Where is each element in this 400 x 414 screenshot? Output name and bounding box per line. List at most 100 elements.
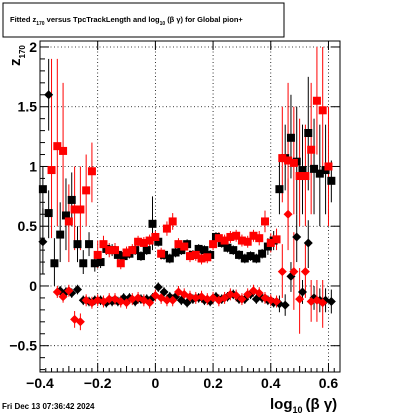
square-marker (162, 224, 171, 233)
square-marker (220, 236, 229, 245)
square-marker (145, 236, 154, 245)
diamond-marker (73, 285, 82, 295)
diamond-marker (231, 291, 241, 301)
diamond-marker (326, 296, 336, 306)
data-markers (38, 90, 336, 327)
square-marker (307, 145, 316, 154)
square-marker (99, 240, 108, 249)
square-marker (197, 254, 206, 263)
diamond-marker (168, 295, 178, 305)
square-marker (304, 129, 313, 138)
square-marker (243, 237, 252, 246)
diamond-marker (266, 295, 276, 305)
square-marker (134, 237, 143, 246)
diamond-marker (122, 298, 132, 308)
x-tick-labels: −0.4 −0.2 0 0.2 0.4 0.6 (26, 375, 338, 391)
square-marker (266, 238, 275, 247)
x-tick-label: 0 (151, 375, 159, 391)
square-marker (38, 185, 47, 194)
square-marker (122, 248, 131, 257)
square-marker (139, 238, 148, 247)
diamond-marker (283, 209, 293, 219)
square-marker (327, 176, 336, 185)
diamond-marker (292, 232, 302, 242)
x-tick-label: 0.2 (203, 375, 223, 391)
square-marker (186, 252, 194, 261)
diamond-marker (298, 287, 307, 297)
square-marker (79, 259, 88, 268)
diamond-marker (58, 292, 68, 302)
diamond-marker (306, 296, 316, 306)
square-marker (289, 158, 298, 167)
square-marker (261, 217, 269, 226)
square-marker (93, 250, 102, 259)
square-marker (168, 217, 177, 226)
y-tick-label: 1.5 (18, 99, 38, 115)
diamond-marker (295, 294, 305, 304)
diamond-marker (93, 295, 103, 305)
diamond-marker (145, 298, 155, 308)
square-marker (116, 259, 125, 268)
square-marker (67, 195, 76, 204)
diamond-marker (75, 317, 85, 327)
square-marker (249, 231, 258, 240)
square-marker (90, 259, 99, 268)
square-marker (278, 154, 287, 163)
x-tick-label: −0.2 (84, 375, 112, 391)
square-marker (151, 232, 160, 241)
title-box (2, 2, 285, 38)
square-marker (223, 243, 232, 252)
y-tick-label: 1 (29, 158, 37, 174)
diamond-marker (225, 289, 235, 299)
diamond-marker (289, 267, 299, 277)
square-marker (180, 242, 189, 251)
diamond-marker (127, 294, 137, 304)
square-marker (82, 186, 91, 195)
square-marker (312, 96, 321, 105)
square-marker (105, 246, 114, 255)
square-marker (324, 162, 333, 171)
square-marker (96, 258, 105, 267)
diamond-marker (277, 267, 287, 277)
y-tick-label: −0.5 (9, 338, 37, 354)
y-tick-labels: −0.5 0 0.5 1 1.5 2 (9, 39, 37, 354)
square-marker (113, 250, 122, 259)
square-marker (171, 248, 180, 257)
square-marker (53, 142, 62, 151)
square-marker (87, 167, 96, 176)
square-marker (61, 211, 70, 220)
square-marker (232, 231, 241, 240)
timestamp-footer: Fri Dec 13 07:36:42 2024 (2, 402, 95, 411)
square-marker (235, 250, 244, 259)
diamond-marker (162, 295, 172, 305)
square-marker (258, 249, 267, 258)
square-marker (174, 240, 183, 249)
y-tick-label: 2 (29, 39, 37, 55)
square-marker (64, 217, 73, 226)
diamond-marker (116, 296, 126, 306)
diamond-marker (280, 300, 290, 310)
square-marker (191, 250, 200, 259)
square-marker (56, 230, 65, 239)
square-marker (272, 235, 281, 244)
y-axis-title: z170 (7, 45, 27, 66)
x-tick-label: 0.4 (261, 375, 281, 391)
x-tick-label: −0.4 (26, 375, 54, 391)
diamond-marker (44, 90, 54, 100)
diamond-marker (220, 293, 230, 303)
square-marker (286, 133, 295, 142)
plot-area (39, 40, 341, 373)
square-marker (315, 169, 324, 178)
diamond-marker (300, 267, 310, 277)
square-marker (128, 246, 137, 255)
square-marker (310, 164, 319, 173)
square-marker (298, 166, 307, 175)
square-marker (209, 240, 218, 249)
diamond-marker (153, 282, 163, 292)
square-marker (295, 172, 304, 181)
diamond-marker (104, 294, 114, 304)
square-marker (301, 172, 310, 181)
diamond-marker (52, 287, 62, 297)
diamond-marker (243, 289, 253, 299)
square-marker (73, 240, 82, 249)
